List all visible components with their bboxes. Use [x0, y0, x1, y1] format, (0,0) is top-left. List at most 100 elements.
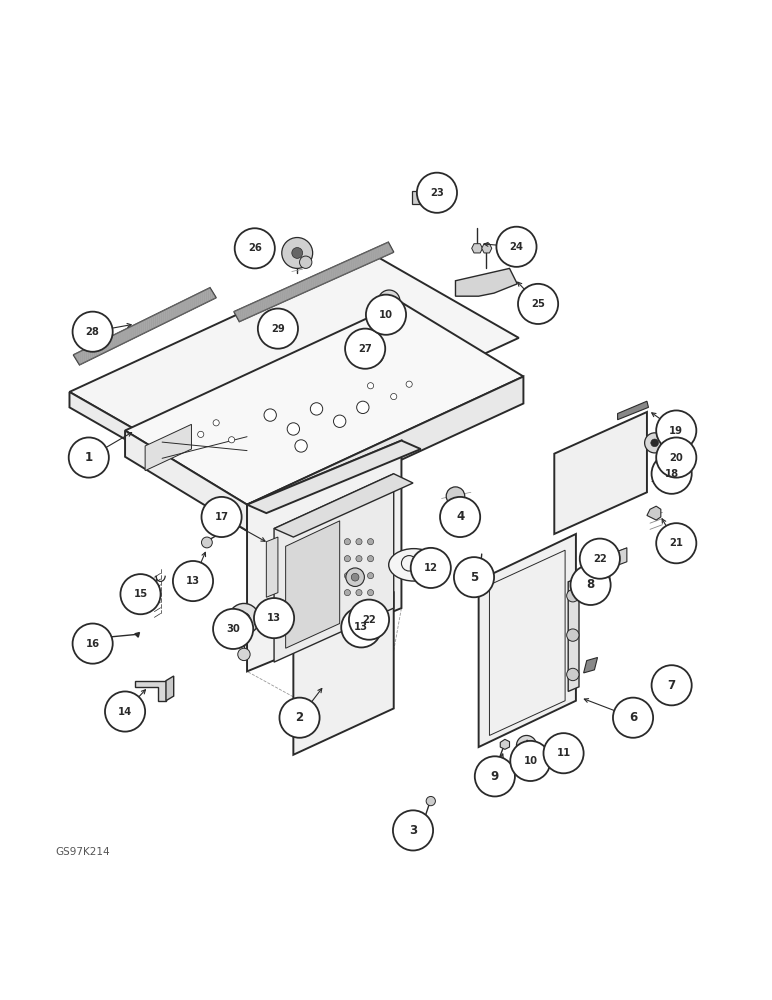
- Circle shape: [580, 539, 620, 579]
- Circle shape: [567, 590, 579, 602]
- Circle shape: [279, 698, 320, 738]
- Polygon shape: [274, 474, 413, 537]
- Circle shape: [357, 607, 368, 617]
- Circle shape: [656, 437, 696, 478]
- Text: 11: 11: [557, 748, 571, 758]
- Polygon shape: [482, 244, 492, 253]
- Text: GS97K214: GS97K214: [56, 847, 110, 857]
- Circle shape: [310, 403, 323, 415]
- Polygon shape: [647, 506, 661, 520]
- Text: 6: 6: [629, 711, 637, 724]
- Polygon shape: [358, 610, 371, 628]
- Circle shape: [367, 590, 374, 596]
- Text: 16: 16: [86, 639, 100, 649]
- Circle shape: [440, 497, 480, 537]
- Circle shape: [454, 557, 494, 597]
- Text: 13: 13: [354, 622, 368, 632]
- Circle shape: [238, 648, 250, 661]
- Circle shape: [344, 590, 350, 596]
- Circle shape: [543, 733, 584, 773]
- Text: 13: 13: [186, 576, 200, 586]
- Text: 22: 22: [362, 615, 376, 625]
- Polygon shape: [584, 657, 598, 673]
- Text: 19: 19: [669, 426, 683, 436]
- Polygon shape: [568, 577, 579, 691]
- Circle shape: [346, 568, 364, 586]
- Circle shape: [510, 741, 550, 781]
- Circle shape: [69, 437, 109, 478]
- Circle shape: [356, 590, 362, 596]
- Circle shape: [411, 548, 451, 588]
- Circle shape: [201, 537, 212, 548]
- Circle shape: [264, 409, 276, 421]
- Text: 7: 7: [668, 679, 676, 692]
- Circle shape: [344, 573, 350, 579]
- Circle shape: [371, 352, 378, 358]
- Circle shape: [391, 393, 397, 400]
- Text: 17: 17: [215, 512, 229, 522]
- Polygon shape: [69, 392, 218, 492]
- Text: 13: 13: [267, 613, 281, 623]
- Text: 26: 26: [248, 243, 262, 253]
- Text: 27: 27: [358, 344, 372, 354]
- Polygon shape: [412, 191, 446, 204]
- Circle shape: [645, 433, 665, 453]
- Circle shape: [406, 381, 412, 387]
- Polygon shape: [618, 401, 648, 420]
- Polygon shape: [293, 593, 394, 755]
- Text: 29: 29: [271, 324, 285, 334]
- Circle shape: [344, 539, 350, 545]
- Circle shape: [351, 573, 359, 581]
- Circle shape: [73, 624, 113, 664]
- Circle shape: [344, 556, 350, 562]
- Polygon shape: [73, 288, 216, 365]
- Circle shape: [356, 539, 362, 545]
- Polygon shape: [615, 548, 627, 566]
- Text: 12: 12: [424, 563, 438, 573]
- Circle shape: [201, 497, 242, 537]
- Circle shape: [365, 346, 384, 364]
- Polygon shape: [369, 341, 380, 350]
- Polygon shape: [548, 739, 567, 756]
- Text: 3: 3: [409, 824, 417, 837]
- Circle shape: [385, 297, 393, 305]
- Circle shape: [334, 415, 346, 427]
- Text: 24: 24: [510, 242, 523, 252]
- Circle shape: [349, 600, 389, 640]
- Polygon shape: [145, 424, 191, 471]
- Circle shape: [341, 607, 381, 647]
- Circle shape: [426, 796, 435, 806]
- Polygon shape: [500, 739, 510, 749]
- Text: 4: 4: [456, 510, 464, 523]
- Polygon shape: [234, 242, 394, 322]
- Polygon shape: [125, 302, 523, 505]
- Circle shape: [417, 173, 457, 213]
- Circle shape: [446, 487, 465, 505]
- Polygon shape: [554, 412, 647, 534]
- Circle shape: [567, 629, 579, 641]
- Circle shape: [652, 454, 692, 494]
- Circle shape: [213, 420, 219, 426]
- Circle shape: [656, 410, 696, 451]
- Circle shape: [356, 573, 362, 579]
- Circle shape: [523, 742, 530, 749]
- Circle shape: [173, 561, 213, 601]
- Circle shape: [198, 431, 204, 437]
- Circle shape: [367, 556, 374, 562]
- Circle shape: [73, 312, 113, 352]
- Text: 30: 30: [226, 624, 240, 634]
- Circle shape: [613, 698, 653, 738]
- Text: 22: 22: [593, 554, 607, 564]
- Circle shape: [367, 383, 374, 389]
- Circle shape: [496, 227, 537, 267]
- Text: 10: 10: [379, 310, 393, 320]
- Circle shape: [270, 599, 281, 610]
- Text: 10: 10: [523, 756, 537, 766]
- Text: 8: 8: [587, 578, 594, 591]
- Text: 2: 2: [296, 711, 303, 724]
- Polygon shape: [472, 244, 482, 253]
- Polygon shape: [135, 681, 166, 701]
- Circle shape: [287, 423, 300, 435]
- Polygon shape: [274, 474, 394, 662]
- Polygon shape: [476, 566, 486, 576]
